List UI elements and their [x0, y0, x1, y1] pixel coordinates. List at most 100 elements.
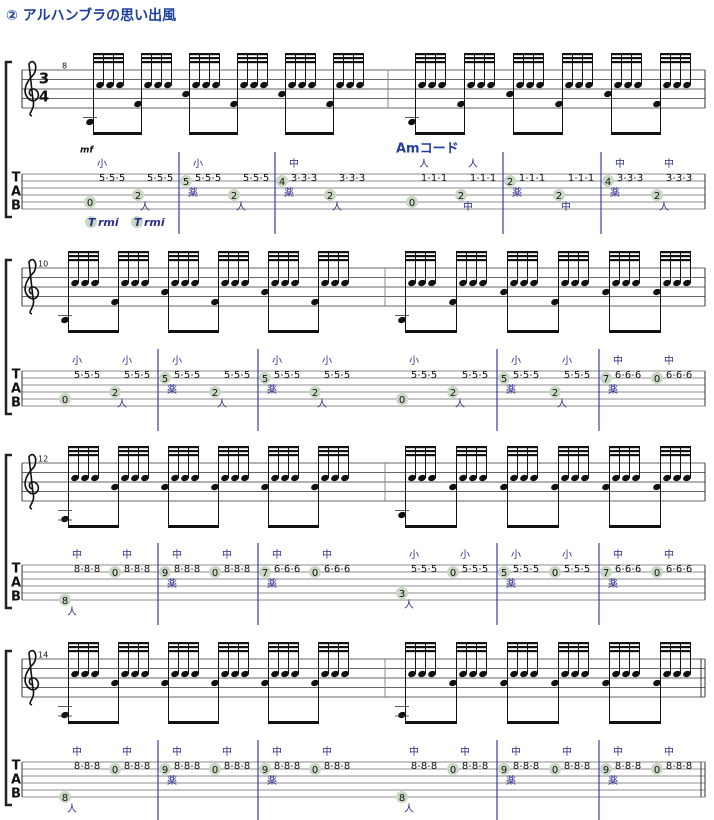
beam — [609, 721, 661, 724]
treble-notehead — [581, 279, 589, 287]
fret-dot — [191, 374, 193, 376]
treble-notehead — [308, 81, 316, 89]
beam — [456, 642, 487, 645]
treble-fret: 5 — [421, 564, 427, 575]
bass-fret-marker — [228, 189, 240, 201]
treble-fret: 6 — [615, 564, 621, 575]
treble-notehead — [192, 81, 200, 89]
treble-notehead — [288, 81, 296, 89]
measure-number: 10 — [38, 260, 48, 269]
bass-fret: 2 — [507, 177, 513, 188]
bass-fret-marker — [132, 189, 144, 201]
bass-fret-marker — [651, 763, 663, 775]
bass-fret-marker — [309, 386, 321, 398]
treble-finger: 中 — [172, 745, 182, 758]
treble-notehead — [565, 81, 573, 89]
beam — [660, 446, 691, 449]
time-signature: 4 — [39, 88, 49, 106]
treble-fret: 8 — [124, 564, 130, 575]
fret-dot — [479, 765, 481, 767]
treble-notehead — [154, 81, 162, 89]
beam — [218, 650, 249, 653]
treble-notehead — [96, 81, 104, 89]
treble-fret: 5 — [134, 370, 140, 381]
treble-notehead — [271, 279, 279, 287]
beam — [168, 450, 199, 453]
treble-fret: 5 — [215, 173, 221, 184]
treble-notehead — [91, 474, 99, 482]
beam — [168, 650, 199, 653]
beam — [415, 53, 446, 56]
beam — [507, 255, 538, 258]
tab-label: B — [11, 590, 21, 605]
treble-notehead — [241, 474, 249, 482]
beam — [141, 53, 172, 56]
treble-fret: 5 — [462, 564, 468, 575]
treble-notehead — [281, 670, 289, 678]
bass-finger: 薬 — [610, 187, 620, 199]
bass-notehead — [278, 90, 286, 98]
treble-fret: 8 — [294, 761, 300, 772]
fret-dot — [341, 374, 343, 376]
beam — [609, 255, 640, 258]
treble-finger: 中 — [222, 745, 232, 758]
beam — [268, 650, 299, 653]
treble-finger: 小 — [122, 355, 132, 367]
treble-notehead — [131, 474, 139, 482]
treble-notehead — [71, 670, 79, 678]
fingering-marker — [131, 216, 143, 228]
treble-notehead — [281, 474, 289, 482]
fret-dot — [479, 374, 481, 376]
fret-dot — [571, 374, 573, 376]
beam — [68, 646, 99, 649]
treble-notehead — [479, 474, 487, 482]
beam — [118, 450, 149, 453]
fret-dot — [477, 177, 479, 179]
beam — [168, 642, 199, 645]
treble-notehead — [510, 279, 518, 287]
beam — [513, 61, 544, 64]
tab-label: T — [12, 562, 21, 577]
treble-fret: 5 — [472, 564, 478, 575]
beam — [168, 525, 219, 528]
treble-notehead — [520, 670, 528, 678]
bass-finger: 人 — [67, 803, 77, 815]
bass-fret-marker — [276, 175, 288, 187]
bass-fret-marker — [396, 587, 408, 599]
bass-notehead — [500, 288, 508, 296]
bass-notehead — [551, 298, 559, 306]
treble-finger: 中 — [664, 354, 674, 367]
bass-finger: 人 — [332, 201, 342, 213]
treble-notehead — [634, 81, 642, 89]
beam — [660, 454, 691, 457]
fret-dot — [428, 568, 430, 570]
bass-notehead — [653, 679, 661, 687]
treble-fret: 5 — [74, 370, 80, 381]
beam — [333, 61, 364, 64]
fret-dot — [154, 177, 156, 179]
beam — [68, 650, 99, 653]
beam — [405, 255, 436, 258]
treble-notehead — [428, 670, 436, 678]
bass-fret-marker — [600, 763, 612, 775]
treble-notehead — [561, 670, 569, 678]
beam — [118, 251, 149, 254]
fret-dot — [418, 374, 420, 376]
beam — [268, 330, 319, 333]
treble-notehead — [428, 474, 436, 482]
treble-fret: 8 — [224, 564, 230, 575]
bass-notehead — [230, 100, 238, 108]
treble-finger: 人 — [468, 158, 478, 170]
fret-dot — [241, 765, 243, 767]
treble-notehead — [632, 670, 640, 678]
treble-finger: 小 — [272, 355, 282, 367]
treble-fret: 5 — [513, 564, 519, 575]
fingering: rmi — [144, 216, 165, 229]
beam — [405, 721, 457, 724]
treble-notehead — [181, 474, 189, 482]
treble-fret: 5 — [564, 564, 570, 575]
fret-dot — [632, 374, 634, 376]
treble-fret: 8 — [584, 761, 590, 772]
treble-clef — [24, 258, 40, 315]
treble-fret: 5 — [431, 564, 437, 575]
